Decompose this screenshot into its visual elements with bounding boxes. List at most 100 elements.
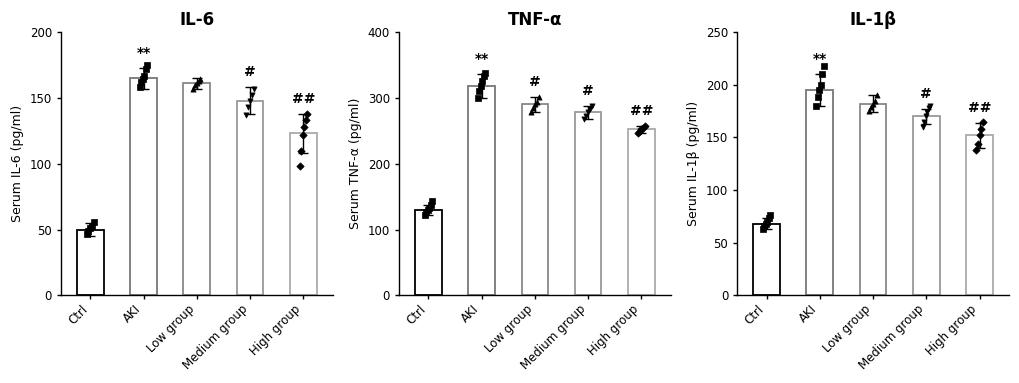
Bar <box>236 100 263 295</box>
Point <box>580 109 596 115</box>
Point <box>813 71 829 77</box>
Point <box>422 201 438 208</box>
Point <box>86 219 102 225</box>
Point <box>525 105 541 111</box>
Point <box>471 88 487 94</box>
Point <box>755 223 771 229</box>
Point <box>239 104 256 110</box>
Text: ##: ## <box>967 101 990 115</box>
Text: #: # <box>919 87 931 101</box>
Point <box>807 103 823 109</box>
Point <box>629 130 645 136</box>
Point <box>138 66 154 72</box>
Point <box>296 124 312 130</box>
Bar <box>468 86 494 295</box>
Point <box>972 126 988 132</box>
Point <box>919 105 935 111</box>
Point <box>810 87 826 93</box>
Point <box>292 147 309 154</box>
Point <box>475 73 491 79</box>
Point <box>868 92 884 98</box>
Point <box>82 225 98 231</box>
Bar <box>912 116 938 295</box>
Point <box>918 109 934 115</box>
Point <box>860 108 876 114</box>
Y-axis label: Serum TNF-α (pg/ml): Serum TNF-α (pg/ml) <box>348 98 362 229</box>
Point <box>970 132 986 138</box>
Point <box>637 123 653 129</box>
Text: **: ** <box>137 46 151 60</box>
Point <box>84 223 100 229</box>
Point <box>294 132 311 138</box>
Point <box>470 95 486 101</box>
Point <box>418 210 434 216</box>
Point <box>191 78 207 84</box>
Text: ##: ## <box>291 92 315 106</box>
Point <box>416 212 432 218</box>
Point <box>633 126 649 133</box>
Point <box>242 97 258 103</box>
Bar <box>806 90 833 295</box>
Bar <box>575 112 601 295</box>
Point <box>193 76 209 82</box>
Point <box>974 118 990 124</box>
Point <box>186 82 203 88</box>
Point <box>530 93 546 100</box>
Point <box>298 117 314 123</box>
Text: ##: ## <box>629 104 652 118</box>
Point <box>866 97 882 103</box>
Bar <box>752 224 780 295</box>
Point <box>528 99 544 105</box>
Point <box>472 83 488 89</box>
Point <box>916 113 932 119</box>
Point <box>814 63 830 69</box>
Point <box>757 221 773 227</box>
Point <box>421 205 437 211</box>
Point <box>761 212 777 218</box>
Point <box>244 92 260 98</box>
Point <box>754 226 770 232</box>
Point <box>921 103 937 109</box>
Y-axis label: Serum IL-6 (pg/ml): Serum IL-6 (pg/ml) <box>11 105 24 222</box>
Bar <box>289 133 316 295</box>
Point <box>864 101 880 107</box>
Point <box>184 86 201 92</box>
Point <box>246 86 262 92</box>
Point <box>132 79 149 85</box>
Point <box>969 141 985 147</box>
Point <box>291 163 308 169</box>
Point <box>811 82 827 88</box>
Point <box>477 70 493 76</box>
Title: IL-6: IL-6 <box>179 11 214 29</box>
Point <box>914 124 930 130</box>
Title: IL-1β: IL-1β <box>849 11 896 29</box>
Text: #: # <box>529 75 540 89</box>
Point <box>635 125 651 131</box>
Bar <box>130 78 157 295</box>
Point <box>631 128 647 134</box>
Text: #: # <box>244 65 256 79</box>
Bar <box>521 105 547 295</box>
Point <box>583 103 599 109</box>
Point <box>809 94 825 100</box>
Title: TNF-α: TNF-α <box>507 11 561 29</box>
Point <box>474 79 490 85</box>
Bar <box>415 210 441 295</box>
Point <box>760 215 776 221</box>
Point <box>424 198 440 204</box>
Point <box>299 111 315 117</box>
Point <box>578 113 594 119</box>
Text: **: ** <box>474 52 488 66</box>
Point <box>523 109 539 115</box>
Point <box>131 84 148 90</box>
Bar <box>965 135 991 295</box>
Bar <box>183 83 210 295</box>
Y-axis label: Serum IL-1β (pg/ml): Serum IL-1β (pg/ml) <box>687 101 700 226</box>
Point <box>237 112 254 118</box>
Text: #: # <box>582 84 593 98</box>
Point <box>419 207 435 213</box>
Point <box>139 62 155 68</box>
Point <box>915 118 931 124</box>
Bar <box>859 104 886 295</box>
Point <box>967 147 983 153</box>
